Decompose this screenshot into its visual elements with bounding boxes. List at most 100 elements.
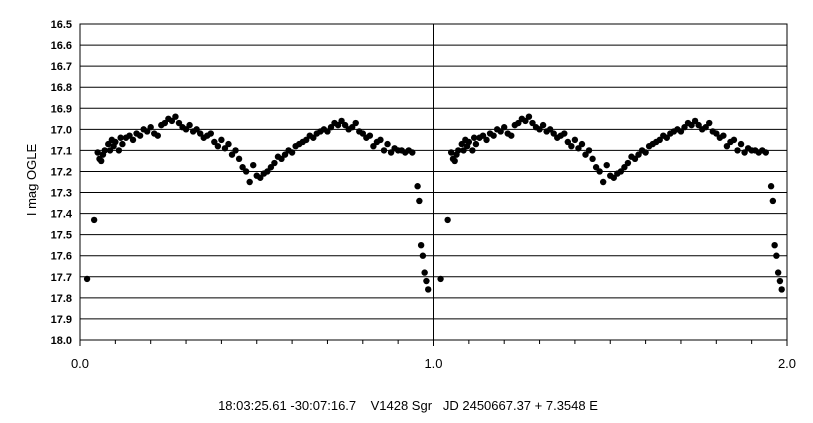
- data-point: [642, 149, 649, 156]
- data-point: [596, 168, 603, 175]
- data-point: [228, 151, 236, 158]
- data-point: [98, 157, 105, 165]
- data-point: [380, 147, 388, 154]
- data-point: [515, 119, 522, 127]
- data-point: [257, 174, 264, 181]
- data-point: [769, 197, 777, 205]
- data-point: [483, 136, 490, 144]
- data-point: [479, 132, 487, 139]
- data-point: [424, 286, 432, 293]
- data-point: [564, 138, 572, 146]
- data-point: [278, 155, 285, 163]
- data-point: [582, 151, 589, 158]
- data-point: [221, 145, 229, 152]
- data-point: [409, 149, 416, 156]
- data-point: [129, 136, 137, 144]
- data-point: [741, 149, 748, 156]
- data-point: [575, 145, 582, 152]
- data-point: [211, 138, 218, 146]
- data-point: [490, 132, 497, 139]
- data-point: [105, 140, 112, 148]
- data-point: [470, 134, 478, 141]
- data-point: [161, 119, 169, 127]
- y-tick-label: 17.3: [51, 188, 72, 200]
- data-point: [695, 121, 702, 129]
- data-point: [522, 117, 529, 125]
- data-point: [723, 142, 731, 150]
- data-point: [730, 136, 738, 144]
- data-point: [416, 197, 423, 205]
- data-point: [720, 132, 727, 139]
- data-point: [469, 147, 476, 154]
- data-point: [384, 140, 391, 148]
- data-point: [207, 130, 214, 137]
- data-point: [465, 138, 473, 146]
- data-point: [338, 117, 345, 125]
- data-point: [460, 147, 467, 154]
- data-point: [235, 155, 243, 163]
- data-point: [501, 124, 508, 131]
- data-point: [774, 269, 782, 276]
- data-point: [635, 151, 642, 158]
- data-point: [387, 149, 395, 156]
- data-point: [702, 124, 709, 131]
- data-point: [771, 242, 778, 249]
- data-point: [218, 136, 225, 144]
- y-tick-label: 17.7: [51, 272, 72, 284]
- data-point: [370, 142, 377, 150]
- data-point: [196, 130, 204, 137]
- data-point: [713, 130, 720, 137]
- data-point: [246, 178, 253, 186]
- data-point: [599, 178, 607, 186]
- data-point: [264, 168, 271, 175]
- data-point: [175, 119, 183, 127]
- data-point: [578, 140, 586, 148]
- y-tick-label: 17.6: [51, 251, 72, 263]
- data-point: [589, 155, 596, 163]
- data-point: [621, 164, 628, 171]
- data-point: [288, 149, 296, 156]
- data-point: [366, 132, 374, 139]
- data-point: [119, 140, 126, 148]
- y-tick-label: 17.5: [51, 230, 72, 242]
- data-point: [767, 183, 775, 190]
- data-point: [455, 147, 462, 154]
- data-point: [334, 121, 342, 129]
- data-point: [734, 147, 741, 154]
- data-point: [193, 126, 200, 133]
- data-point: [225, 140, 232, 148]
- data-point: [568, 142, 575, 150]
- data-point: [182, 126, 190, 133]
- data-point: [773, 252, 780, 259]
- y-tick-label: 16.9: [51, 103, 72, 115]
- x-tick-label: 0.0: [71, 356, 89, 371]
- x-axis-caption: 18:03:25.61 -30:07:16.7 V1428 Sgr JD 245…: [218, 398, 598, 413]
- data-point: [168, 117, 176, 125]
- data-point: [310, 134, 317, 141]
- data-point: [83, 275, 91, 283]
- data-point: [706, 119, 713, 127]
- axis-layer: [79, 23, 788, 346]
- data-point: [324, 128, 331, 135]
- data-point: [546, 126, 554, 133]
- data-point: [377, 136, 384, 144]
- data-point: [691, 117, 699, 125]
- y-tick-label: 18.0: [51, 335, 72, 347]
- labels-layer: 16.5 16.6 16.7 16.8 16.9 17.0 17.1 17.2 17.3 17.4…: [51, 19, 796, 371]
- data-point: [592, 164, 600, 171]
- data-point: [610, 174, 617, 181]
- data-point: [656, 136, 663, 144]
- data-point: [341, 121, 349, 129]
- points-layer: [83, 113, 785, 293]
- data-point: [603, 161, 610, 169]
- data-point: [663, 134, 671, 141]
- data-point: [419, 252, 427, 259]
- data-point: [497, 128, 504, 135]
- data-point: [232, 147, 239, 154]
- data-point: [359, 130, 366, 137]
- y-tick-label: 17.0: [51, 124, 72, 136]
- data-point: [571, 136, 579, 144]
- data-point: [143, 128, 151, 135]
- data-point: [681, 124, 688, 131]
